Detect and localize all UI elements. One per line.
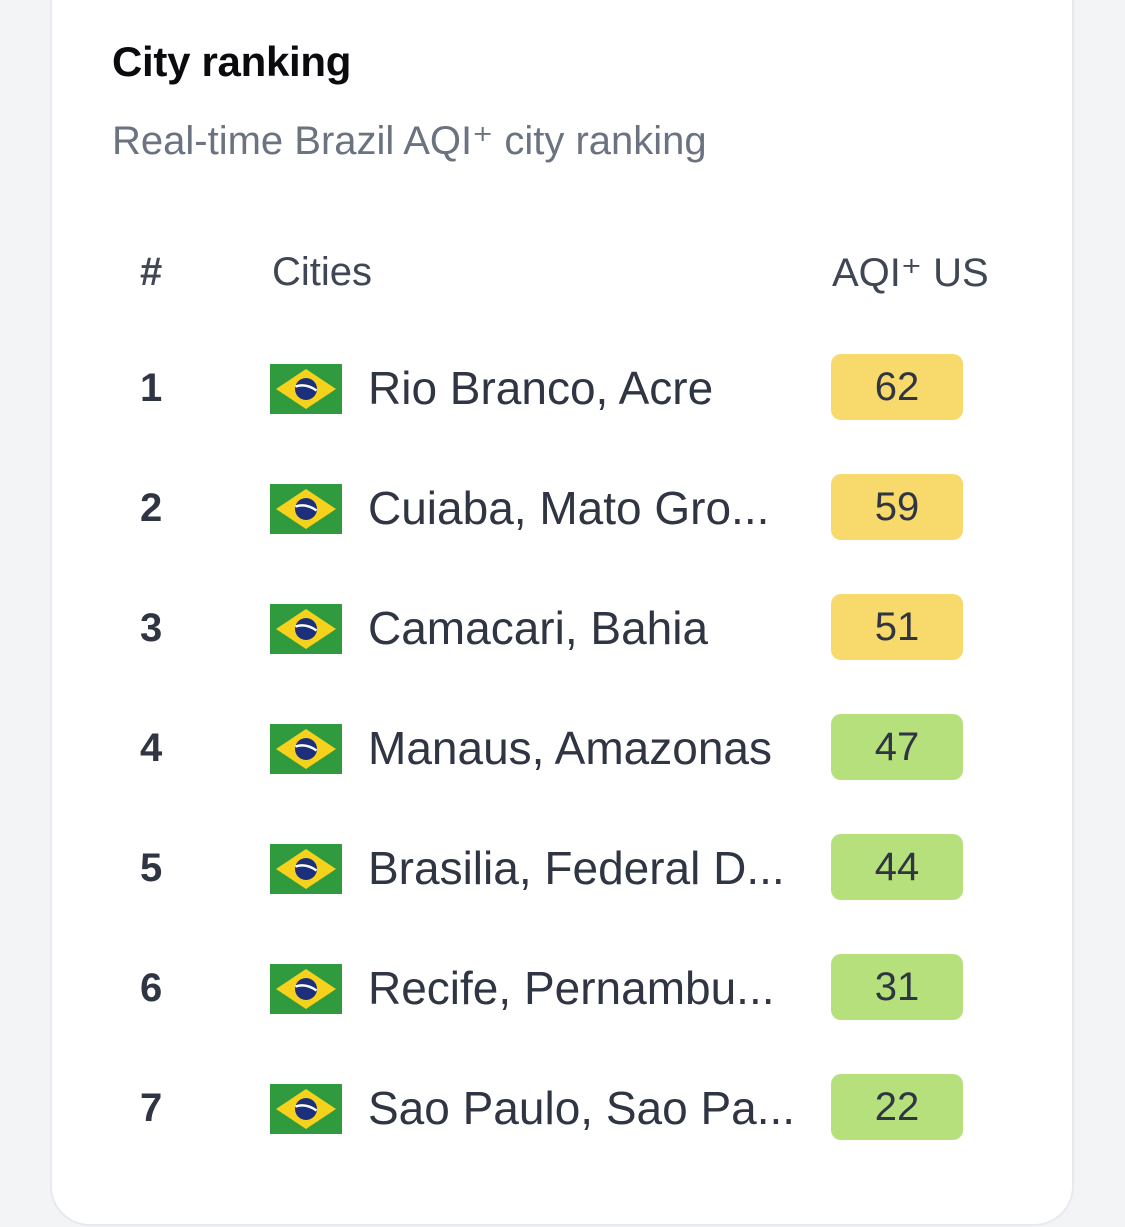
aqi-badge: 47 [831,714,963,780]
brazil-flag-icon [270,1084,342,1134]
aqi-badge: 51 [831,594,963,660]
ranking-row[interactable]: 2 Cuiaba, Mato Gro... 59 [0,448,1125,568]
city-name[interactable]: Manaus, Amazonas [368,722,773,774]
ranking-row[interactable]: 6 Recife, Pernambu... 31 [0,928,1125,1048]
ranking-row[interactable]: 1 Rio Branco, Acre 62 [0,328,1125,448]
rank-number: 2 [140,486,163,530]
aqi-badge: 22 [831,1074,963,1140]
rank-number: 4 [140,726,163,770]
brazil-flag-icon [270,844,342,894]
city-name[interactable]: Rio Branco, Acre [368,362,714,414]
aqi-badge: 59 [831,474,963,540]
card-title: City ranking [112,38,352,85]
rank-number: 3 [140,606,163,650]
brazil-flag-icon [270,724,342,774]
card-subtitle: Real-time Brazil AQI⁺ city ranking [112,119,707,163]
ranking-row[interactable]: 4 Manaus, Amazonas 47 [0,688,1125,808]
brazil-flag-icon [270,604,342,654]
city-name[interactable]: Brasilia, Federal D... [368,842,785,894]
city-name[interactable]: Recife, Pernambu... [368,962,775,1014]
aqi-badge: 31 [831,954,963,1020]
column-header-cities: Cities [272,250,373,294]
city-name[interactable]: Camacari, Bahia [368,602,709,654]
rank-number: 1 [140,366,163,410]
aqi-badge: 62 [831,354,963,420]
brazil-flag-icon [270,484,342,534]
brazil-flag-icon [270,364,342,414]
ranking-row[interactable]: 7 Sao Paulo, Sao Pa... 22 [0,1048,1125,1168]
brazil-flag-icon [270,964,342,1014]
city-name[interactable]: Sao Paulo, Sao Pa... [368,1082,796,1134]
column-header-aqi: AQI⁺ US [832,251,989,295]
ranking-row[interactable]: 3 Camacari, Bahia 51 [0,568,1125,688]
rank-number: 6 [140,966,163,1010]
rank-number: 5 [140,846,163,890]
column-header-rank: # [140,250,163,294]
city-name[interactable]: Cuiaba, Mato Gro... [368,482,770,534]
ranking-row[interactable]: 5 Brasilia, Federal D... 44 [0,808,1125,928]
aqi-badge: 44 [831,834,963,900]
rank-number: 7 [140,1086,163,1130]
